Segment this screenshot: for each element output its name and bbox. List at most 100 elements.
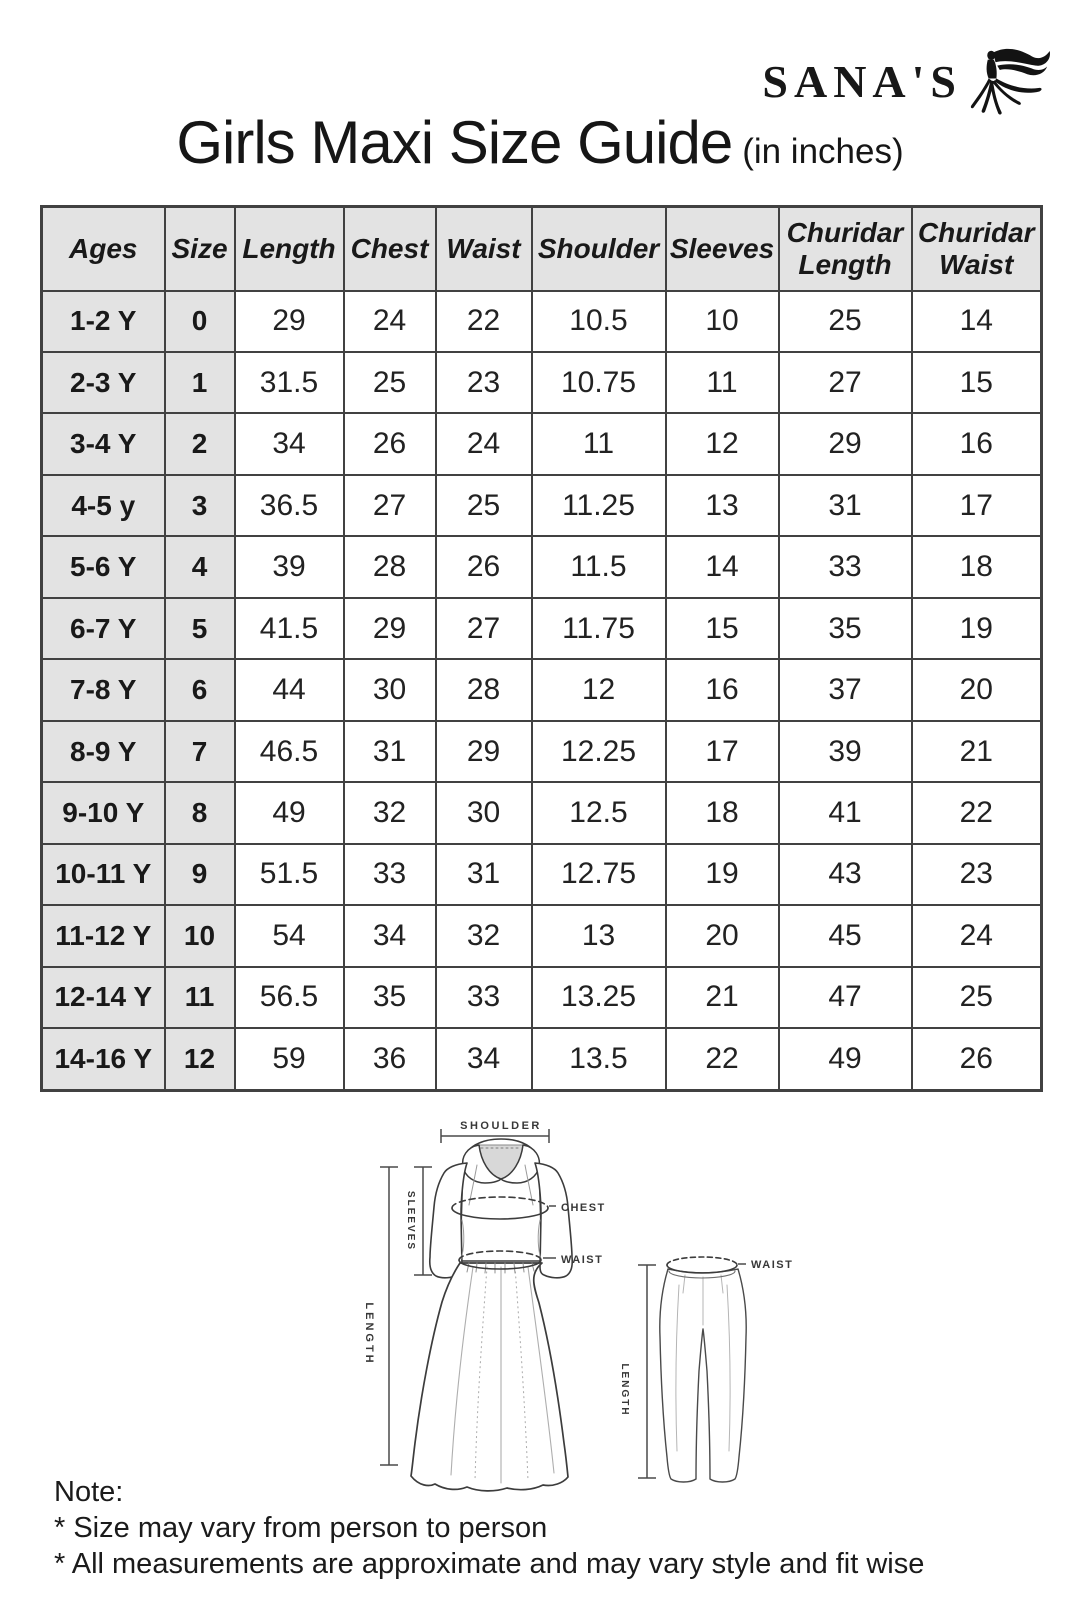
value-cell: 44: [233, 658, 345, 722]
value-cell: 26: [910, 1027, 1043, 1092]
value-cell: 39: [233, 535, 345, 599]
value-cell: 31.5: [233, 350, 345, 415]
value-cell: 11.25: [530, 473, 667, 538]
value-cell: 31: [342, 719, 437, 784]
value-cell: 17: [910, 473, 1043, 538]
column-header: Shoulder: [530, 205, 667, 292]
value-cell: 26: [434, 535, 533, 599]
value-cell: 27: [434, 596, 533, 661]
value-cell: 36: [342, 1027, 437, 1092]
pants-length-label: LENGTH: [619, 1363, 630, 1416]
value-cell: 13: [664, 473, 780, 538]
page-title: Girls Maxi Size Guide (in inches): [0, 108, 1080, 177]
ages-cell: 14-16 Y: [40, 1027, 166, 1092]
value-cell: 11: [530, 412, 667, 476]
measurement-diagram: SHOULDER SLEEVES LENGTH CHEST WAIST WAIS…: [363, 1120, 792, 1492]
size-cell: 11: [163, 965, 236, 1030]
value-cell: 12: [530, 658, 667, 722]
column-header: Size: [163, 205, 236, 292]
value-cell: 29: [434, 719, 533, 784]
size-cell: 12: [163, 1027, 236, 1092]
table-row: 9-10 Y 8 49 32 30 12.5 18 41 22: [40, 781, 1043, 845]
notes-list: * Size may vary from person to person * A…: [54, 1510, 924, 1582]
table-row: 10-11 Y 9 51.5 33 31 12.75 19 43 23: [40, 842, 1043, 907]
column-header: Sleeves: [664, 205, 780, 292]
notes-section: Note: * Size may vary from person to per…: [54, 1474, 924, 1582]
table-row: 6-7 Y 5 41.5 29 27 11.75 15 35 19: [40, 596, 1043, 661]
value-cell: 47: [777, 965, 913, 1030]
value-cell: 59: [233, 1027, 345, 1092]
value-cell: 11.75: [530, 596, 667, 661]
value-cell: 13.25: [530, 965, 667, 1030]
brand-logo-text: SANA'S: [762, 56, 962, 107]
value-cell: 16: [664, 658, 780, 722]
value-cell: 22: [434, 289, 533, 353]
value-cell: 18: [664, 781, 780, 845]
value-cell: 49: [777, 1027, 913, 1092]
value-cell: 22: [664, 1027, 780, 1092]
size-cell: 2: [163, 412, 236, 476]
dress-measure-lines: [380, 1129, 556, 1466]
value-cell: 51.5: [233, 842, 345, 907]
value-cell: 11: [664, 350, 780, 415]
value-cell: 18: [910, 535, 1043, 599]
note-heading: Note:: [54, 1476, 124, 1508]
size-cell: 8: [163, 781, 236, 845]
value-cell: 33: [777, 535, 913, 599]
value-cell: 49: [233, 781, 345, 845]
value-cell: 28: [434, 658, 533, 722]
ages-cell: 6-7 Y: [40, 596, 166, 661]
size-cell: 0: [163, 289, 236, 353]
chest-label: CHEST: [561, 1202, 606, 1214]
table-row: 5-6 Y 4 39 28 26 11.5 14 33 18: [40, 535, 1043, 599]
value-cell: 35: [777, 596, 913, 661]
value-cell: 17: [664, 719, 780, 784]
table-row: 3-4 Y 2 34 26 24 11 12 29 16: [40, 412, 1043, 476]
value-cell: 36.5: [233, 473, 345, 538]
value-cell: 15: [664, 596, 780, 661]
value-cell: 12: [664, 412, 780, 476]
ages-cell: 12-14 Y: [40, 965, 166, 1030]
ages-cell: 3-4 Y: [40, 412, 166, 476]
value-cell: 30: [434, 781, 533, 845]
size-table-head-row: Ages Size Length Chest Waist Shoulder Sleeves C…: [40, 205, 1043, 292]
value-cell: 35: [342, 965, 437, 1030]
value-cell: 10.75: [530, 350, 667, 415]
value-cell: 12.5: [530, 781, 667, 845]
value-cell: 20: [664, 904, 780, 968]
brand-logo: SANA'S: [762, 40, 1054, 124]
value-cell: 32: [342, 781, 437, 845]
value-cell: 29: [777, 412, 913, 476]
value-cell: 13.5: [530, 1027, 667, 1092]
value-cell: 32: [434, 904, 533, 968]
shoulder-label: SHOULDER: [460, 1120, 542, 1132]
size-cell: 10: [163, 904, 236, 968]
value-cell: 54: [233, 904, 345, 968]
value-cell: 23: [910, 842, 1043, 907]
value-cell: 39: [777, 719, 913, 784]
value-cell: 41.5: [233, 596, 345, 661]
value-cell: 15: [910, 350, 1043, 415]
table-row: 7-8 Y 6 44 30 28 12 16 37 20: [40, 658, 1043, 722]
pants-measure-lines: [638, 1263, 746, 1479]
value-cell: 33: [342, 842, 437, 907]
length-label: LENGTH: [363, 1302, 375, 1365]
size-cell: 1: [163, 350, 236, 415]
column-header: Chest: [342, 205, 437, 292]
value-cell: 37: [777, 658, 913, 722]
sleeves-label: SLEEVES: [405, 1191, 416, 1251]
value-cell: 43: [777, 842, 913, 907]
page-title-suffix: (in inches): [742, 132, 904, 171]
value-cell: 45: [777, 904, 913, 968]
value-cell: 10.5: [530, 289, 667, 353]
value-cell: 16: [910, 412, 1043, 476]
ages-cell: 5-6 Y: [40, 535, 166, 599]
value-cell: 30: [342, 658, 437, 722]
value-cell: 25: [342, 350, 437, 415]
value-cell: 12.25: [530, 719, 667, 784]
note-item: * All measurements are approximate and m…: [54, 1548, 925, 1580]
size-cell: 3: [163, 473, 236, 538]
value-cell: 14: [664, 535, 780, 599]
value-cell: 23: [434, 350, 533, 415]
